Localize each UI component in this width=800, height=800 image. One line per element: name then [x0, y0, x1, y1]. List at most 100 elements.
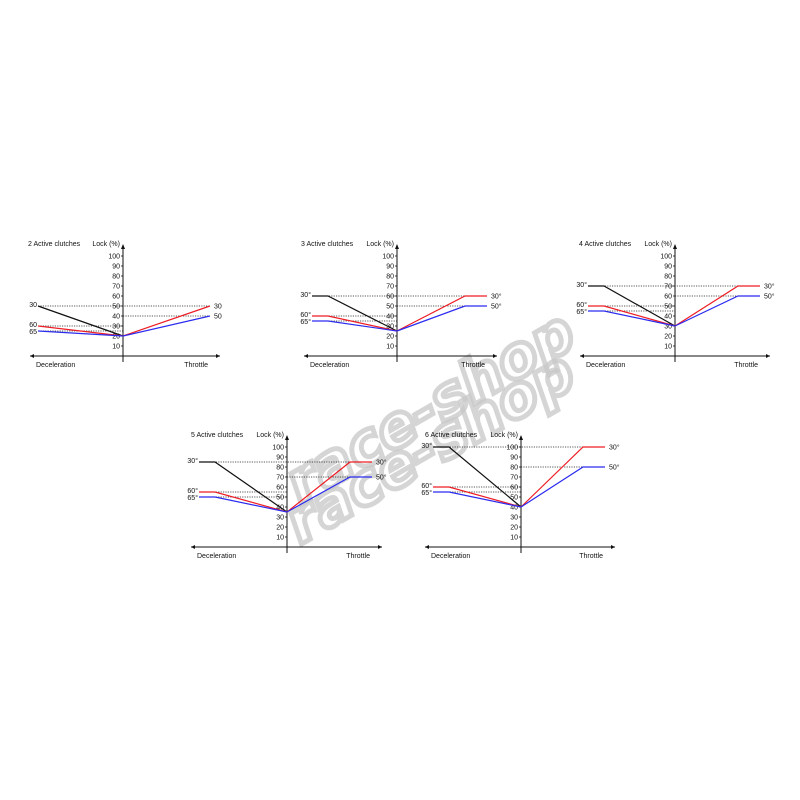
decel-line-blue [588, 310, 676, 327]
deceleration-label: Deceleration [310, 362, 349, 369]
throttle-series-label: 50 [214, 314, 222, 321]
y-tick-label: 100 [660, 254, 672, 261]
y-tick-label: 90 [386, 264, 394, 271]
deceleration-label: Deceleration [431, 553, 470, 560]
decel-line-black [312, 295, 398, 332]
chart-2-clutches: 10 20 30 40 50 60 70 80 90 100 2 Active clutches Lo… [28, 241, 222, 369]
y-tick-label: 100 [108, 254, 120, 261]
y-tick-label: 30 [276, 515, 284, 522]
throttle-line-blue [396, 305, 487, 332]
y-tick-label: 70 [664, 284, 672, 291]
chart-4-clutches: 10 20 30 40 50 60 70 80 90 100 4 Active clutches Lo… [576, 241, 774, 369]
throttle-line-blue [520, 466, 605, 508]
throttle-line-red [286, 461, 372, 513]
decel-series-label: 30° [576, 281, 587, 289]
throttle-label: Throttle [461, 362, 485, 369]
decel-line-red [37, 325, 124, 337]
y-tick-label: 100 [506, 445, 518, 452]
chart-5-clutches: 10 20 30 40 50 60 70 80 90 100 5 Active clutches Lo… [187, 432, 386, 560]
decel-line-red [588, 305, 676, 327]
y-tick-label: 20 [386, 334, 394, 341]
decel-series-label: 65° [300, 318, 311, 326]
y-tick-label: 60 [112, 294, 120, 301]
throttle-line-red [674, 285, 760, 327]
throttle-line-blue [674, 295, 760, 327]
decel-series-label: 60° [576, 301, 587, 309]
y-tick-label: 50 [664, 304, 672, 311]
throttle-series-label: 30° [376, 459, 387, 467]
y-axis-arrow-icon [395, 244, 399, 249]
decel-line-red [199, 491, 288, 513]
y-tick-label: 40 [510, 505, 518, 512]
decel-line-blue [37, 330, 124, 337]
throttle-series-label: 50° [376, 474, 387, 482]
y-tick-label: 80 [664, 274, 672, 281]
deceleration-label: Deceleration [36, 362, 75, 369]
y-tick-label: 20 [112, 334, 120, 341]
y-tick-label: 40 [386, 314, 394, 321]
y-axis-label: Lock (%) [366, 241, 394, 248]
decel-series-label: 65° [187, 494, 198, 502]
y-tick-label: 40 [112, 314, 120, 321]
y-axis-arrow-icon [121, 244, 125, 249]
decel-line-black [588, 285, 676, 327]
y-tick-label: 10 [510, 535, 518, 542]
throttle-line-red [396, 295, 487, 332]
throttle-series-label: 50° [491, 303, 502, 311]
y-tick-label: 50 [112, 304, 120, 311]
y-axis-label: Lock (%) [490, 432, 518, 439]
decel-series-label: 65° [576, 308, 587, 316]
y-tick-label: 40 [276, 505, 284, 512]
throttle-line-red [520, 446, 605, 508]
decel-series-label: 30° [421, 442, 432, 450]
deceleration-label: Deceleration [197, 553, 236, 560]
decel-series-label: 60° [421, 482, 432, 490]
y-tick-label: 50 [510, 495, 518, 502]
y-tick-label: 20 [510, 525, 518, 532]
chart-title: 6 Active clutches [425, 432, 478, 439]
y-tick-label: 90 [276, 455, 284, 462]
throttle-line-blue [286, 476, 372, 513]
y-tick-label: 80 [276, 465, 284, 472]
decel-series-label: 60° [187, 487, 198, 495]
throttle-line-blue [122, 315, 211, 337]
decel-series-label: 30° [300, 291, 311, 299]
decel-series-label: 65 [29, 329, 37, 336]
y-axis-arrow-icon [285, 435, 289, 440]
y-tick-label: 10 [664, 344, 672, 351]
y-axis-arrow-icon [519, 435, 523, 440]
y-tick-label: 90 [112, 264, 120, 271]
chart-title: 2 Active clutches [28, 241, 81, 248]
y-axis-label: Lock (%) [92, 241, 120, 248]
y-tick-label: 30 [112, 324, 120, 331]
decel-series-label: 30° [187, 457, 198, 465]
decel-line-blue [199, 496, 288, 513]
y-tick-label: 80 [510, 465, 518, 472]
y-tick-label: 20 [276, 525, 284, 532]
decel-series-label: 60° [300, 311, 311, 319]
y-tick-label: 20 [664, 334, 672, 341]
y-tick-label: 70 [510, 475, 518, 482]
y-tick-label: 60 [510, 485, 518, 492]
y-tick-label: 100 [272, 445, 284, 452]
y-tick-label: 60 [664, 294, 672, 301]
y-tick-label: 60 [276, 485, 284, 492]
y-tick-label: 50 [276, 495, 284, 502]
watermark: race-shop race-shop [271, 294, 589, 559]
y-tick-label: 10 [386, 344, 394, 351]
y-tick-label: 50 [386, 304, 394, 311]
throttle-label: Throttle [734, 362, 758, 369]
chart-title: 5 Active clutches [191, 432, 244, 439]
decel-line-black [199, 461, 288, 513]
y-axis-arrow-icon [673, 244, 677, 249]
decel-line-blue [312, 320, 398, 332]
throttle-series-label: 30° [764, 283, 775, 291]
y-axis-label: Lock (%) [644, 241, 672, 248]
y-tick-label: 70 [386, 284, 394, 291]
decel-series-label: 65° [421, 489, 432, 497]
y-tick-label: 80 [112, 274, 120, 281]
y-tick-label: 70 [276, 475, 284, 482]
